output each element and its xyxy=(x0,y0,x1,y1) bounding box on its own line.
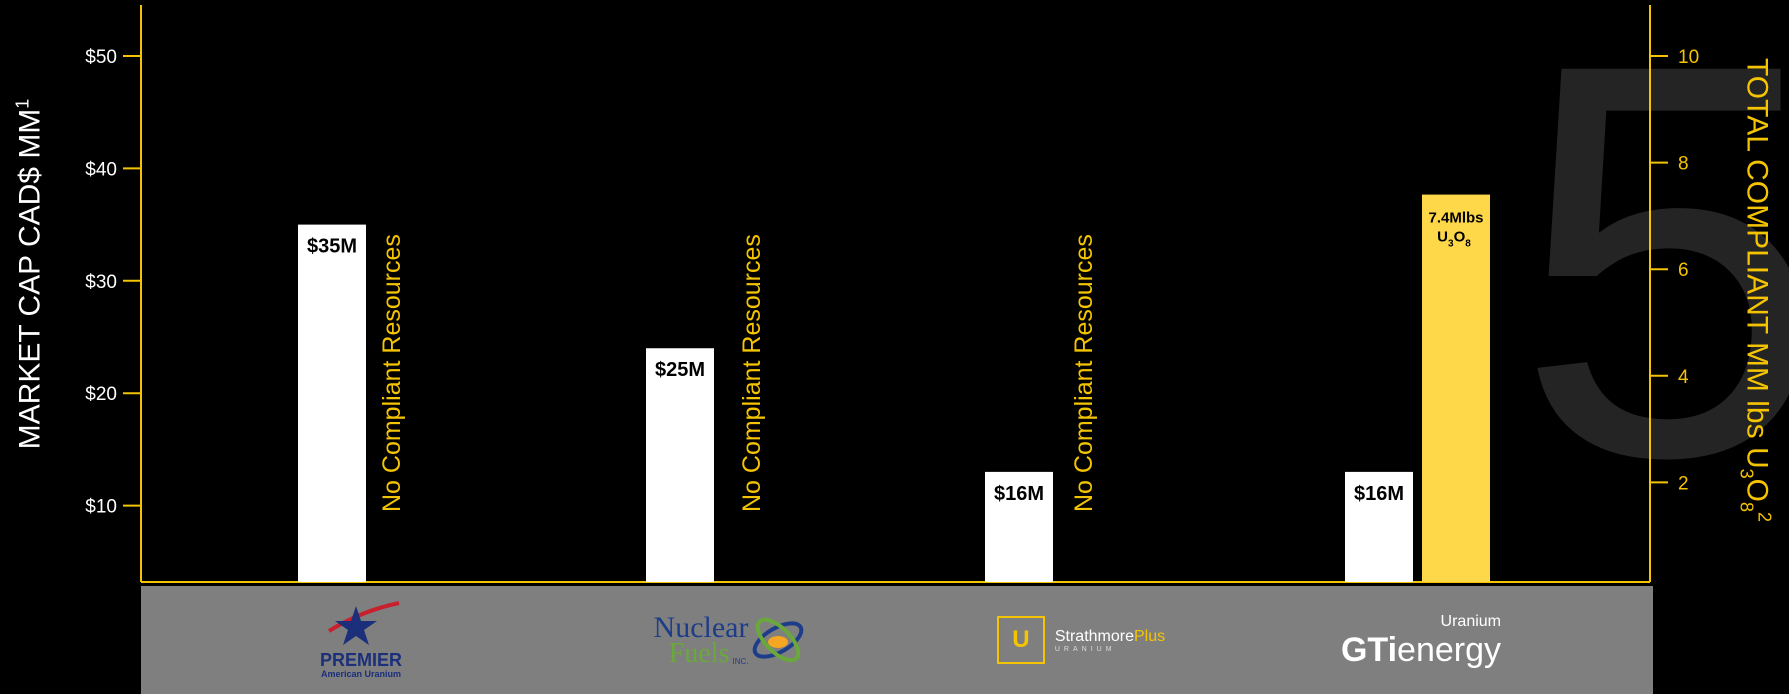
uranium-element-icon: U xyxy=(996,616,1045,664)
market-cap-bar xyxy=(1345,471,1413,582)
market-cap-bar xyxy=(646,348,714,582)
premier-logo: PREMIER American Uranium xyxy=(301,586,421,694)
no-compliant-resources-annotation: No Compliant Resources xyxy=(738,234,766,512)
compliant-unit-part: 8 xyxy=(1465,239,1471,250)
right-tick-label: 2 xyxy=(1678,473,1689,494)
market-cap-value-label: $25M xyxy=(655,359,705,381)
market-cap-value-label: $35M xyxy=(307,236,357,258)
right-tick-label: 6 xyxy=(1678,260,1689,281)
left-tick-label: $10 xyxy=(85,497,117,518)
premier-subtitle: American Uranium xyxy=(320,669,402,679)
plus-word: Plus xyxy=(1134,627,1166,645)
market-cap-value-label: $16M xyxy=(994,483,1044,505)
left-tick-label: $20 xyxy=(85,384,117,405)
left-tick-label: $50 xyxy=(85,47,117,68)
strathmore-word: Strathmore xyxy=(1054,627,1134,645)
market-cap-bar xyxy=(985,471,1053,582)
inc-word: INC. xyxy=(732,657,749,667)
compliant-value-label: 7.4Mlbs xyxy=(1428,210,1483,227)
market-cap-bar xyxy=(298,224,366,582)
right-tick-label: 10 xyxy=(1678,47,1699,68)
strathmore-subtitle: URANIUM xyxy=(1054,645,1116,653)
no-compliant-resources-annotation: No Compliant Resources xyxy=(1070,234,1098,512)
compliant-unit-part: O xyxy=(1454,229,1466,246)
compliant-resource-bar xyxy=(1422,194,1490,582)
gti-word: GTi xyxy=(1340,631,1398,669)
left-tick-label: $40 xyxy=(85,159,117,180)
gti-uranium-word: Uranium xyxy=(1440,613,1501,630)
compliant-unit-part: U xyxy=(1437,229,1448,246)
right-tick-label: 4 xyxy=(1678,367,1689,388)
star-icon xyxy=(327,601,400,645)
left-axis-label: MARKET CAP CAD$ MM1 xyxy=(12,98,47,450)
compliant-unit-label: U3O8 xyxy=(1437,229,1471,250)
nuclear-word: Nuclear xyxy=(653,610,749,644)
nuclear-fuels-logo: Nuclear Fuels INC. xyxy=(621,586,841,694)
company-logo-strip: PREMIER American Uranium Nuclear Fuels I… xyxy=(141,586,1653,694)
market-cap-value-label: $16M xyxy=(1354,483,1404,505)
compliant-unit-part: 3 xyxy=(1448,239,1454,250)
gti-energy-word: energy xyxy=(1397,631,1501,669)
fuels-word: Fuels xyxy=(668,637,730,669)
gti-energy-logo: GTi Uranium energy xyxy=(1321,586,1521,694)
right-tick-label: 8 xyxy=(1678,154,1689,175)
strathmore-logo: U StrathmorePlus URANIUM xyxy=(971,586,1191,694)
right-axis-label: TOTAL COMPLIANT MM lbs U3O82 xyxy=(1736,57,1775,523)
left-tick-label: $30 xyxy=(85,272,117,293)
atom-icon xyxy=(753,617,804,663)
no-compliant-resources-annotation: No Compliant Resources xyxy=(378,234,406,512)
premier-name: PREMIER xyxy=(319,650,402,670)
